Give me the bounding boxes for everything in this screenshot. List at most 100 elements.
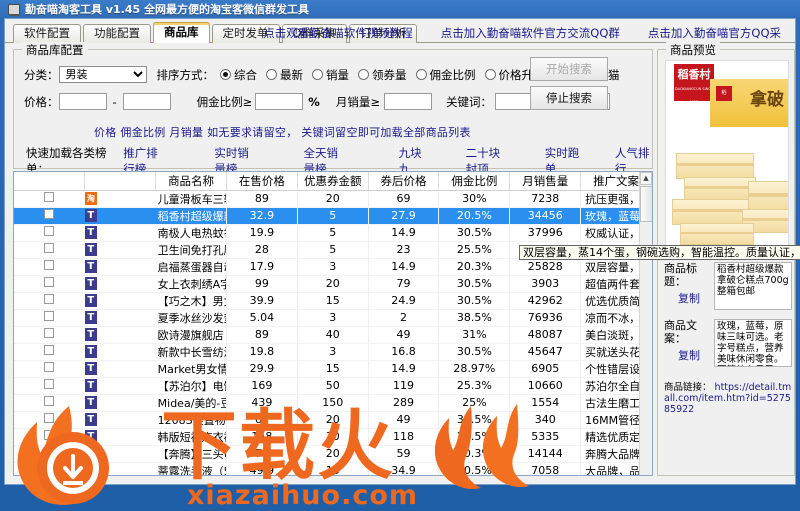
scrollbar-thumb[interactable]: [640, 186, 652, 222]
sort-option-sales[interactable]: 销量: [312, 67, 349, 83]
commission-input[interactable]: [255, 93, 304, 110]
row-checkbox[interactable]: [14, 394, 85, 412]
row-checkbox[interactable]: [14, 275, 85, 293]
cell-product-name[interactable]: 【奔腾】三头电动剃须刀: [155, 445, 227, 463]
link-video-tutorial[interactable]: 点击观看勤奋喵软件视频教程: [263, 26, 413, 40]
cell-product-name[interactable]: 蒂露洗手液（500g+300g）*3: [155, 462, 227, 475]
table-row[interactable]: T 新款中长雪纺沙滩防晒衣19.8316.830.5%45647买就送头花，优质雪…: [14, 343, 652, 361]
table-row[interactable]: T 【巧之木】男女孩益智儿童积木玩具200粒39.91524.930.5%4296…: [14, 292, 652, 310]
table-row[interactable]: T 【奔腾】三头电动剃须刀79205930.3%14144奔腾大品牌，3D浮动刀头…: [14, 445, 652, 463]
cell-product-name[interactable]: 儿童滑板车三轮闪光宝宝滑滑车: [155, 190, 227, 208]
cell-promo-copy[interactable]: 美白淡斑，补水保湿，细...: [580, 326, 652, 344]
scroll-up-arrow-icon[interactable]: ▲: [640, 172, 652, 185]
table-row[interactable]: T 【苏泊尔】电饼铛双面加热不粘锅煎烤机1695011925.3%10660苏泊尔…: [14, 377, 652, 395]
price-min-input[interactable]: [58, 93, 107, 110]
row-checkbox[interactable]: [14, 224, 85, 242]
cell-product-name[interactable]: 新款中长雪纺沙滩防晒衣: [155, 343, 227, 361]
checkbox-icon[interactable]: [44, 294, 55, 304]
tab-qq-group-collect[interactable]: Q群采集: [281, 24, 348, 43]
monthly-sales-input[interactable]: [383, 93, 432, 110]
table-row[interactable]: T 欧诗漫旗舰店 补水保湿护肤品3件套89404931%48087美白淡斑，补水保…: [14, 326, 652, 344]
checkbox-icon[interactable]: [44, 345, 55, 355]
cell-promo-copy[interactable]: 玫瑰，蓝莓，原味三味可...: [580, 207, 652, 225]
row-checkbox[interactable]: [14, 377, 85, 395]
cell-product-name[interactable]: 1208S架置物架马桶架子落地收纳架: [155, 411, 227, 429]
cell-promo-copy[interactable]: 奔腾大品牌，3D浮动刀头...: [580, 445, 652, 463]
checkbox-icon[interactable]: [44, 192, 55, 202]
link-official-qq-group[interactable]: 点击加入勤奋喵软件官方交流QQ群: [440, 26, 620, 40]
checkbox-icon[interactable]: [44, 260, 55, 270]
cell-product-name[interactable]: 南极人电热蚊香液3瓶套装加热器: [155, 224, 227, 242]
cell-product-name[interactable]: 韩版短袖连衣裙印花气质两件套装: [155, 428, 227, 446]
table-row[interactable]: T 夏季冰丝沙发垫巾罩套盖凉席坐垫51*515.043238.5%76936凉而不…: [14, 309, 652, 327]
link-official-qq-collect[interactable]: 点击加入勤奋喵官方QQ采: [647, 26, 781, 40]
price-max-input[interactable]: [122, 93, 171, 110]
row-checkbox[interactable]: [14, 411, 85, 429]
category-select[interactable]: 男装: [58, 66, 147, 83]
col-commission-rate[interactable]: 佣金比例: [438, 172, 511, 191]
product-title-value[interactable]: 稻香村超级爆款拿破仑糕点700g整箱包邮: [714, 262, 792, 310]
col-after-coupon[interactable]: 券后价格: [368, 172, 440, 191]
tab-order-analysis[interactable]: 订单分析: [349, 24, 418, 43]
checkbox-icon[interactable]: [44, 328, 55, 338]
checkbox-icon[interactable]: [44, 311, 55, 321]
cell-product-name[interactable]: 欧诗漫旗舰店 补水保湿护肤品3件套: [155, 326, 227, 344]
cell-product-name[interactable]: 启福蒸蛋器自动断电双层煮蛋器: [155, 258, 227, 276]
row-checkbox[interactable]: [14, 462, 85, 475]
sort-option-comprehensive[interactable]: 综合: [220, 67, 257, 83]
row-checkbox[interactable]: [14, 360, 85, 378]
product-copy-value[interactable]: 玫瑰，蓝莓，原味三味可选。老字号糕点，营养美味休闲零食。不管什么日子，都有稻香村…: [714, 319, 792, 367]
col-coupon-amount[interactable]: 优惠券金额: [297, 172, 369, 191]
stop-search-button[interactable]: 停止搜索: [530, 86, 608, 110]
checkbox-icon[interactable]: [44, 396, 55, 406]
row-checkbox[interactable]: [14, 428, 85, 446]
tab-function-config[interactable]: 功能配置: [83, 24, 151, 43]
table-row[interactable]: T 启福蒸蛋器自动断电双层煮蛋器17.9314.920.3%25828双层容量，蒸…: [14, 258, 652, 276]
row-checkbox[interactable]: [14, 258, 85, 276]
table-row[interactable]: T Midea/美的-豆浆机全自动家用43915028925%1554古法生磨工艺…: [14, 394, 652, 412]
cell-promo-copy[interactable]: 精选优质定制面料，细腻...: [580, 428, 652, 446]
cell-promo-copy[interactable]: 抗压更强，防止侧翻，钢...: [580, 190, 652, 208]
col-monthly-sales[interactable]: 月销售量: [509, 172, 582, 191]
cell-product-name[interactable]: 女上衣刺绣A字裙两件套修身连衣裙: [155, 275, 227, 293]
checkbox-icon[interactable]: [44, 277, 55, 287]
row-checkbox[interactable]: [14, 326, 85, 344]
cell-promo-copy[interactable]: 买就送头花，优质雪纺面...: [580, 343, 652, 361]
table-row[interactable]: T 稻香村超级爆款拿破仑糕点700g整箱包邮32.9527.920.5%34456…: [14, 207, 652, 225]
checkbox-icon[interactable]: [44, 413, 55, 423]
table-row[interactable]: T Market男女情侣新款错层人字拖鞋29.91514.928.97%6905个…: [14, 360, 652, 378]
col-select-all[interactable]: [14, 172, 86, 191]
product-table-container[interactable]: 商品名称 在售价格 优惠券金额 券后价格 佣金比例 月销售量 推广文案 淘 儿童滑…: [13, 171, 653, 476]
quick-load-popularity-rank[interactable]: 人气排行: [614, 146, 650, 176]
sort-option-newest[interactable]: 最新: [266, 67, 303, 83]
table-row[interactable]: T 女上衣刺绣A字裙两件套修身连衣裙99207930.5%3903超值两件套，收腰…: [14, 275, 652, 293]
cell-promo-copy[interactable]: 凉而不冰，久坐恒温，摸...: [580, 309, 652, 327]
row-checkbox[interactable]: [14, 292, 85, 310]
col-product-name[interactable]: 商品名称: [155, 172, 227, 191]
cell-product-name[interactable]: Market男女情侣新款错层人字拖鞋: [155, 360, 227, 378]
row-checkbox[interactable]: [14, 241, 85, 259]
cell-product-name[interactable]: 【苏泊尔】电饼铛双面加热不粘锅煎烤机: [155, 377, 227, 395]
table-row[interactable]: T 韩版短袖连衣裙印花气质两件套装1483011820.5%5335精选优质定制面…: [14, 428, 652, 446]
cell-promo-copy[interactable]: 古法生磨工艺，慢浓旋磨...: [580, 394, 652, 412]
cell-product-name[interactable]: Midea/美的-豆浆机全自动家用: [155, 394, 227, 412]
checkbox-icon[interactable]: [44, 447, 55, 457]
cell-promo-copy[interactable]: 16MM管径粗，稳固耐用，...: [580, 411, 652, 429]
row-checkbox[interactable]: [14, 309, 85, 327]
table-scrollbar[interactable]: ▲: [639, 172, 652, 475]
cell-promo-copy[interactable]: 权威认证，植物萃取配方...: [580, 224, 652, 242]
col-promo-copy[interactable]: 推广文案: [580, 172, 652, 191]
checkbox-icon[interactable]: [44, 226, 55, 236]
cell-promo-copy[interactable]: 双层容量，蒸14个蛋，钢碗选...: [580, 258, 652, 276]
cell-product-name[interactable]: 夏季冰丝沙发垫巾罩套盖凉席坐垫51*51: [155, 309, 227, 327]
cell-promo-copy[interactable]: 个性错层设计，防滑耐磨...: [580, 360, 652, 378]
table-row[interactable]: T蒂露洗手液（500g+300g）*349.91534.930.5%7058大品…: [14, 462, 652, 475]
col-list-price[interactable]: 在售价格: [226, 172, 298, 191]
row-checkbox[interactable]: [14, 445, 85, 463]
checkbox-icon[interactable]: [44, 379, 55, 389]
table-row[interactable]: 淘 儿童滑板车三轮闪光宝宝滑滑车89206930%7238抗压更强，防止侧翻，钢.…: [14, 190, 652, 208]
tab-software-config[interactable]: 软件配置: [13, 24, 81, 43]
table-row[interactable]: T 1208S架置物架马桶架子落地收纳架69204930.5%34016MM管径粗…: [14, 411, 652, 429]
checkbox-icon[interactable]: [44, 430, 55, 440]
cell-product-name[interactable]: 【巧之木】男女孩益智儿童积木玩具200粒: [155, 292, 227, 310]
